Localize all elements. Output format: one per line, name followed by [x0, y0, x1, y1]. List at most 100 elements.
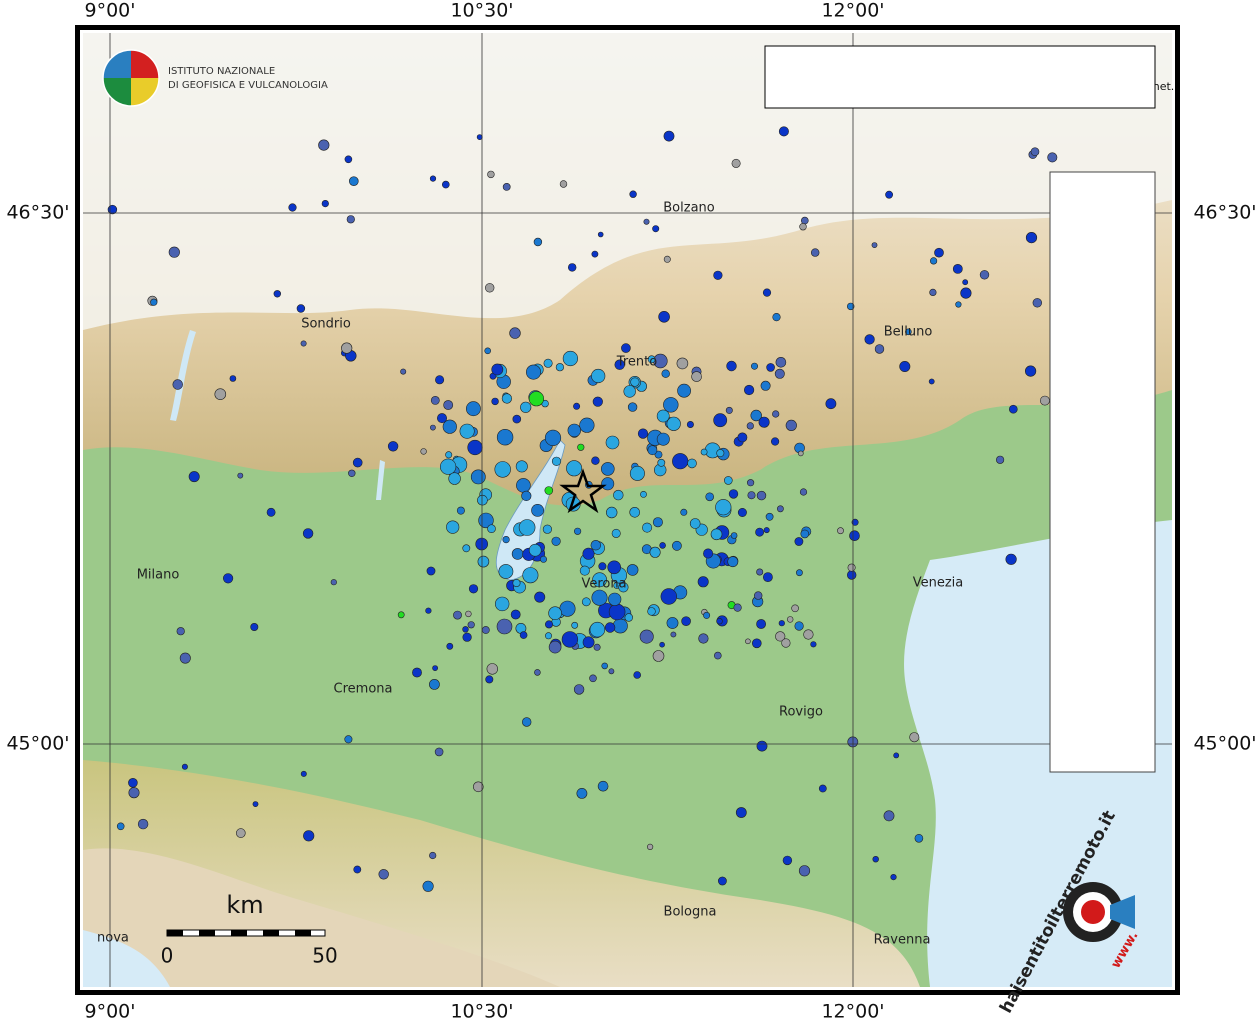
- observation-dot: [446, 520, 460, 534]
- observation-dot: [799, 488, 808, 496]
- observation-dot: [518, 519, 536, 536]
- place-label: Venezia: [913, 576, 964, 591]
- observation-dot: [750, 409, 762, 422]
- observation-dot: [442, 419, 457, 434]
- observation-dot: [481, 626, 490, 634]
- observation-dot: [592, 396, 603, 407]
- observation-dot: [1024, 365, 1037, 377]
- observation-dot: [652, 517, 663, 528]
- observation-dot: [893, 752, 900, 759]
- observation-dot: [302, 528, 314, 539]
- observation-dot: [743, 384, 755, 396]
- observation-dot: [591, 456, 600, 465]
- observation-dot: [559, 180, 568, 188]
- observation-dot: [436, 413, 447, 424]
- graticule: [83, 33, 1172, 987]
- observation-dot: [672, 540, 682, 551]
- observation-dot: [590, 539, 601, 551]
- observation-dot: [459, 423, 475, 439]
- observation-dot: [803, 629, 814, 640]
- observation-dot: [608, 592, 622, 606]
- observation-dot: [544, 620, 553, 629]
- observation-dot: [737, 432, 748, 443]
- observation-dot: [646, 843, 654, 851]
- observation-dot: [559, 600, 576, 617]
- observation-dot: [543, 358, 553, 368]
- observation-dot: [582, 636, 595, 649]
- observation-dot: [591, 589, 608, 606]
- observation-dot: [582, 547, 595, 560]
- observation-dot: [652, 225, 660, 233]
- observation-dot: [516, 478, 531, 493]
- observation-dot: [612, 618, 628, 634]
- observation-dot: [445, 451, 453, 459]
- observation-dot: [660, 588, 677, 605]
- observation-dot: [116, 822, 125, 831]
- observation-dot: [348, 176, 359, 186]
- observation-dot: [214, 388, 227, 401]
- observation-dot: [435, 375, 445, 385]
- observation-dot: [498, 564, 514, 579]
- observation-dot: [441, 180, 450, 189]
- observation-dot: [864, 334, 875, 345]
- observation-dot: [630, 377, 640, 387]
- observation-dot: [502, 535, 510, 544]
- observation-dot: [485, 283, 495, 293]
- observation-dot: [252, 801, 259, 807]
- longitude-label: 12°00': [821, 1001, 884, 1023]
- scale-segment: [295, 930, 311, 936]
- observation-dot: [846, 302, 855, 311]
- observation-dot: [710, 528, 723, 541]
- observation-dot: [800, 529, 810, 539]
- observation-dot: [387, 441, 399, 452]
- observation-dot: [928, 378, 935, 385]
- place-label: Rovigo: [779, 705, 823, 720]
- observation-dot: [618, 582, 629, 593]
- observation-dot: [746, 479, 755, 487]
- observation-dot: [1025, 232, 1038, 244]
- observation-dot: [654, 450, 663, 459]
- place-label: nova: [97, 931, 129, 946]
- latitude-label: 46°30': [6, 202, 69, 224]
- observation-dot: [598, 562, 607, 571]
- observation-dot: [716, 617, 723, 625]
- observation-dot: [689, 518, 701, 529]
- observation-dot: [223, 573, 234, 584]
- observation-dot: [330, 579, 337, 586]
- observation-dot: [176, 627, 185, 636]
- place-label: Bolzano: [663, 201, 715, 216]
- observation-dot: [979, 270, 990, 280]
- observation-dot: [995, 455, 1005, 464]
- observation-dot: [647, 607, 656, 616]
- observation-dot: [477, 555, 490, 568]
- observation-dot: [467, 621, 475, 629]
- observation-dot: [778, 126, 789, 137]
- observation-dot: [551, 456, 562, 466]
- observation-dot: [573, 527, 582, 535]
- observation-dot: [453, 610, 462, 620]
- observation-dot: [487, 170, 495, 179]
- observation-dot: [747, 491, 756, 500]
- observation-dot: [774, 368, 785, 379]
- scale-segment: [167, 930, 183, 936]
- observation-dot: [647, 355, 656, 364]
- observation-dot: [770, 437, 780, 446]
- observation-dot: [562, 350, 579, 367]
- observation-dot: [539, 555, 547, 563]
- observation-dot: [909, 732, 920, 743]
- observation-dot: [756, 619, 766, 629]
- observation-dot: [601, 662, 609, 670]
- observation-dot: [633, 671, 642, 679]
- observation-dot: [657, 458, 666, 467]
- observation-dot: [725, 406, 733, 414]
- observation-dot: [485, 675, 494, 684]
- observation-dot: [713, 651, 722, 660]
- observation-dot: [318, 139, 330, 151]
- observation-dot: [666, 617, 679, 629]
- observation-dot: [352, 457, 363, 468]
- observation-dot: [794, 537, 804, 546]
- observation-dot: [495, 596, 510, 612]
- observation-dot: [656, 409, 670, 423]
- observation-dot: [467, 439, 483, 456]
